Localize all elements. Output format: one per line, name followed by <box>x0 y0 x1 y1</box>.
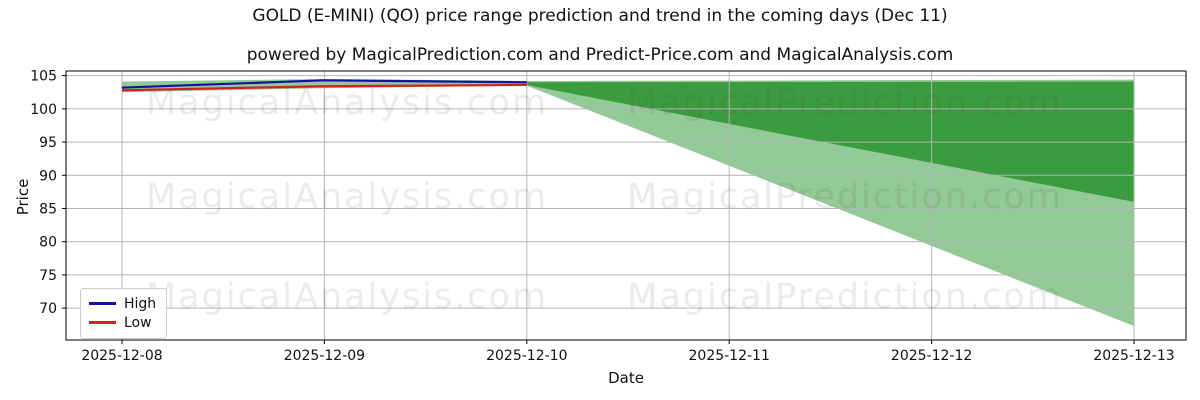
legend-label-high: High <box>124 295 157 312</box>
y-tick-label: 80 <box>39 235 57 251</box>
watermark: MagicalPrediction.com <box>627 277 1063 317</box>
series-line-low <box>121 83 527 92</box>
legend-item-low: Low <box>89 313 156 332</box>
watermark: MagicalAnalysis.com <box>145 83 549 123</box>
x-tick-label: 2025-12-13 <box>1093 348 1174 364</box>
watermark: MagicalPrediction.com <box>627 83 1063 123</box>
watermark: MagicalPrediction.com <box>627 177 1063 217</box>
y-tick-label: 75 <box>39 268 57 284</box>
legend-item-high: High <box>89 294 156 313</box>
plot-border <box>65 70 1187 341</box>
series-line-high <box>121 79 527 89</box>
chart-title: GOLD (E-MINI) (QO) price range predictio… <box>252 6 948 26</box>
x-tick-label: 2025-12-11 <box>689 348 770 364</box>
y-tick-label: 70 <box>39 301 57 317</box>
watermark: MagicalAnalysis.com <box>145 177 549 217</box>
x-tick-label: 2025-12-12 <box>891 348 972 364</box>
y-tick-label: 85 <box>39 201 57 217</box>
chart-subtitle: powered by MagicalPrediction.com and Pre… <box>246 45 954 65</box>
x-tick-label: 2025-12-08 <box>81 348 162 364</box>
y-tick-label: 100 <box>30 102 57 118</box>
y-axis-label: Price <box>14 178 32 216</box>
legend: High Low <box>80 288 168 339</box>
high-line-swatch <box>89 302 116 305</box>
low-line-swatch <box>89 321 116 324</box>
y-tick-label: 95 <box>39 135 57 151</box>
watermark: MagicalAnalysis.com <box>145 277 549 317</box>
x-axis-label: Date <box>608 369 644 387</box>
y-tick-label: 90 <box>39 168 57 184</box>
legend-label-low: Low <box>124 314 152 331</box>
x-tick-label: 2025-12-10 <box>486 348 567 364</box>
x-tick-label: 2025-12-09 <box>284 348 365 364</box>
y-tick-label: 105 <box>30 69 57 85</box>
